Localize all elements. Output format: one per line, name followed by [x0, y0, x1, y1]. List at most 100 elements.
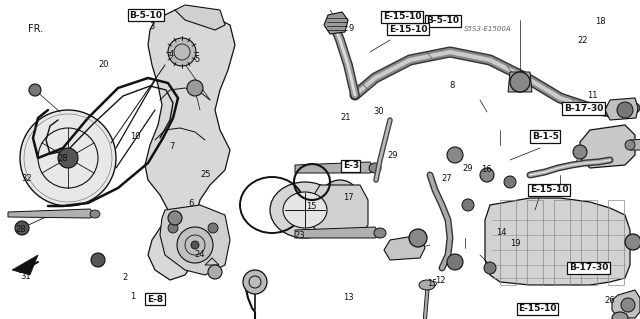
Text: B-5-10: B-5-10: [129, 11, 163, 20]
Text: B-17-30: B-17-30: [569, 263, 609, 272]
Text: 22: 22: [577, 36, 588, 45]
Text: E-8: E-8: [147, 295, 163, 304]
Ellipse shape: [318, 180, 362, 230]
Polygon shape: [485, 198, 630, 285]
Polygon shape: [508, 72, 532, 92]
Ellipse shape: [270, 182, 340, 238]
Ellipse shape: [283, 192, 327, 228]
Text: 25: 25: [201, 170, 211, 179]
Polygon shape: [580, 125, 635, 168]
Text: 24: 24: [195, 250, 205, 259]
Text: 1: 1: [131, 292, 136, 300]
Ellipse shape: [20, 110, 116, 206]
Ellipse shape: [168, 38, 196, 66]
Text: 29: 29: [388, 151, 398, 160]
Text: 10: 10: [131, 132, 141, 141]
Polygon shape: [160, 205, 230, 275]
Text: 8: 8: [449, 81, 454, 90]
Text: 27: 27: [442, 174, 452, 182]
Ellipse shape: [409, 229, 427, 247]
Polygon shape: [605, 98, 638, 120]
Ellipse shape: [191, 241, 199, 249]
Text: 13: 13: [344, 293, 354, 302]
Ellipse shape: [480, 168, 494, 182]
Polygon shape: [612, 290, 640, 318]
Text: 23: 23: [294, 231, 305, 240]
Ellipse shape: [90, 210, 100, 218]
Text: 20: 20: [99, 60, 109, 69]
Ellipse shape: [625, 140, 635, 150]
Text: E-3: E-3: [342, 161, 359, 170]
Ellipse shape: [91, 253, 105, 267]
Polygon shape: [384, 235, 425, 260]
Ellipse shape: [369, 163, 381, 173]
Ellipse shape: [617, 102, 633, 118]
Text: 11: 11: [588, 91, 598, 100]
Polygon shape: [324, 12, 348, 34]
Ellipse shape: [612, 312, 628, 319]
Text: 28: 28: [16, 225, 26, 234]
Ellipse shape: [168, 223, 178, 233]
Text: 31: 31: [20, 272, 31, 281]
Text: 28: 28: [58, 154, 68, 163]
Text: 15: 15: [306, 202, 316, 211]
Polygon shape: [630, 138, 640, 150]
Polygon shape: [312, 185, 368, 235]
Ellipse shape: [462, 199, 474, 211]
Ellipse shape: [625, 234, 640, 250]
Polygon shape: [295, 227, 380, 238]
Ellipse shape: [621, 298, 635, 312]
Ellipse shape: [208, 265, 222, 279]
Text: 19: 19: [511, 239, 521, 248]
Bar: [581, 200, 597, 285]
Text: B-1-5: B-1-5: [532, 132, 559, 141]
Text: 4: 4: [169, 50, 174, 59]
Text: E-15-10: E-15-10: [389, 25, 428, 34]
Ellipse shape: [447, 254, 463, 270]
Text: 9: 9: [348, 24, 353, 33]
Text: FR.: FR.: [28, 24, 43, 34]
Text: E-15-10: E-15-10: [383, 12, 421, 21]
Text: 18: 18: [595, 17, 605, 26]
Polygon shape: [8, 209, 95, 218]
Text: 30: 30: [374, 107, 384, 115]
Text: 16: 16: [481, 165, 492, 174]
Ellipse shape: [243, 270, 267, 294]
Ellipse shape: [573, 145, 587, 159]
Text: 32: 32: [22, 174, 32, 182]
Text: 5: 5: [195, 56, 200, 64]
Text: 12: 12: [435, 276, 445, 285]
Text: S5S3-E1500A: S5S3-E1500A: [464, 26, 511, 32]
Ellipse shape: [177, 227, 213, 263]
Text: 29: 29: [462, 164, 472, 173]
Ellipse shape: [374, 228, 386, 238]
Ellipse shape: [447, 147, 463, 163]
Ellipse shape: [208, 223, 218, 233]
Text: 3: 3: [150, 22, 155, 31]
Ellipse shape: [504, 176, 516, 188]
Bar: [500, 200, 516, 285]
Text: 2: 2: [123, 273, 128, 282]
Text: 6: 6: [188, 199, 193, 208]
Ellipse shape: [484, 262, 496, 274]
Polygon shape: [145, 10, 235, 280]
Text: 15: 15: [427, 279, 437, 288]
Text: B-17-30: B-17-30: [564, 104, 604, 113]
Ellipse shape: [419, 280, 435, 290]
Ellipse shape: [168, 211, 182, 225]
Bar: [608, 200, 624, 285]
Ellipse shape: [29, 84, 41, 96]
Bar: [527, 200, 543, 285]
Text: 21: 21: [340, 113, 351, 122]
Polygon shape: [12, 255, 38, 275]
Text: 26: 26: [604, 296, 614, 305]
Text: 7: 7: [169, 142, 174, 151]
Ellipse shape: [58, 148, 78, 168]
Polygon shape: [175, 5, 225, 30]
Ellipse shape: [187, 80, 203, 96]
Ellipse shape: [510, 72, 530, 92]
Ellipse shape: [15, 221, 29, 235]
Text: E-15-10: E-15-10: [530, 185, 568, 194]
Text: E-15-10: E-15-10: [518, 304, 557, 313]
Text: B-5-10: B-5-10: [426, 16, 460, 25]
